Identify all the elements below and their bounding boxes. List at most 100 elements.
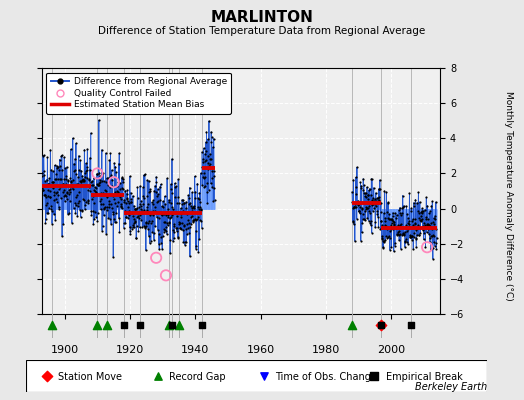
Point: [88, 196, 96, 202]
Point: [395, 237, 403, 244]
Point: [159, 226, 168, 233]
Point: [51, 176, 60, 183]
Point: [381, 237, 389, 243]
Point: [183, 231, 191, 238]
Point: [390, 222, 398, 228]
Point: [396, 210, 405, 216]
Point: [394, 231, 402, 237]
Point: [160, 193, 169, 199]
Point: [96, 206, 105, 213]
Point: [158, 246, 166, 252]
Point: [377, 235, 386, 241]
Point: [54, 192, 62, 198]
Point: [391, 240, 399, 246]
Point: [399, 204, 408, 211]
Point: [424, 231, 433, 237]
Point: [199, 145, 208, 151]
Point: [70, 167, 79, 174]
Point: [163, 222, 172, 228]
Point: [141, 224, 149, 231]
Point: [367, 229, 376, 236]
Point: [56, 184, 64, 190]
Point: [86, 130, 95, 136]
Point: [72, 181, 81, 187]
Point: [51, 190, 60, 196]
Point: [176, 220, 184, 226]
Point: [389, 218, 397, 225]
Point: [417, 209, 425, 216]
Point: [60, 176, 68, 182]
Text: Monthly Temperature Anomaly Difference (°C): Monthly Temperature Anomaly Difference (…: [504, 91, 513, 301]
Point: [368, 202, 377, 208]
Point: [140, 194, 148, 201]
Point: [202, 157, 211, 163]
Point: [378, 235, 386, 242]
Point: [77, 168, 85, 174]
Point: [94, 181, 103, 188]
Point: [168, 204, 176, 211]
Point: [405, 221, 413, 227]
Point: [144, 226, 152, 232]
Point: [50, 211, 58, 218]
Point: [141, 224, 149, 230]
Point: [128, 222, 137, 228]
Point: [86, 154, 94, 161]
Point: [116, 186, 125, 192]
Point: [42, 202, 50, 208]
Point: [146, 186, 154, 192]
Point: [358, 205, 366, 212]
FancyBboxPatch shape: [26, 360, 487, 392]
Point: [180, 223, 189, 230]
Point: [98, 178, 106, 184]
Point: [375, 186, 384, 193]
Point: [189, 217, 198, 224]
Point: [395, 207, 403, 214]
Point: [67, 179, 75, 186]
Point: [367, 176, 376, 182]
Point: [68, 183, 77, 190]
Point: [78, 172, 86, 179]
Point: [62, 181, 71, 187]
Point: [75, 167, 84, 173]
Point: [152, 179, 161, 185]
Point: [402, 222, 410, 228]
Point: [175, 322, 183, 328]
Point: [424, 216, 432, 222]
Point: [171, 194, 179, 201]
Point: [382, 223, 390, 229]
Point: [184, 192, 192, 198]
Point: [204, 166, 212, 172]
Point: [410, 233, 418, 240]
Point: [74, 173, 82, 180]
Point: [143, 193, 151, 200]
Point: [131, 219, 139, 225]
Point: [425, 239, 434, 246]
Point: [153, 193, 161, 199]
Point: [369, 184, 378, 191]
Point: [177, 226, 185, 232]
Point: [62, 164, 71, 170]
Point: [210, 135, 218, 142]
Point: [392, 212, 401, 218]
Point: [146, 240, 154, 246]
Point: [68, 181, 77, 188]
Point: [384, 199, 392, 206]
Point: [385, 211, 394, 218]
Point: [42, 176, 51, 183]
Point: [64, 182, 73, 189]
Point: [431, 226, 440, 232]
Point: [146, 188, 155, 194]
Point: [63, 190, 72, 196]
Point: [87, 208, 95, 214]
Point: [164, 214, 172, 220]
Point: [378, 222, 386, 228]
Point: [129, 212, 137, 219]
Point: [208, 167, 216, 174]
Point: [135, 204, 144, 210]
Point: [99, 190, 107, 196]
Point: [82, 160, 90, 166]
Point: [194, 195, 202, 202]
Point: [109, 254, 117, 260]
Point: [356, 179, 365, 185]
Point: [363, 184, 371, 190]
